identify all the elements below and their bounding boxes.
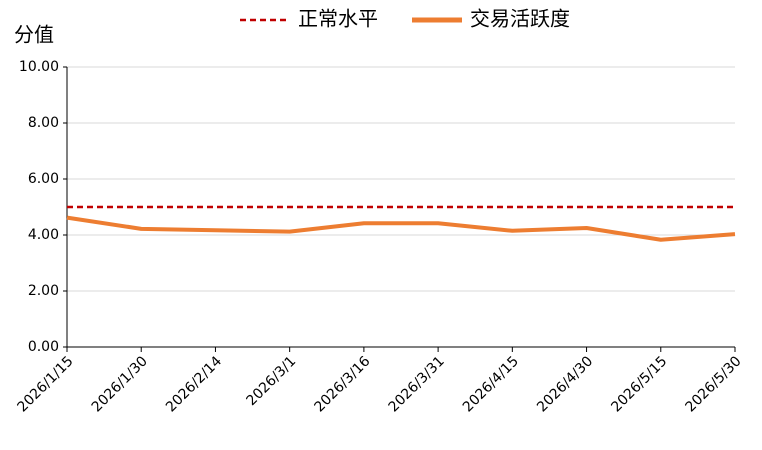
legend-label: 正常水平 <box>298 7 378 31</box>
x-tick-label: 2026/3/1 <box>244 353 300 409</box>
x-tick-label: 2026/3/16 <box>311 353 373 415</box>
x-tick-label: 2026/2/14 <box>163 353 225 415</box>
x-tick-label: 2026/1/15 <box>15 353 77 415</box>
x-tick-label: 2026/4/30 <box>534 353 596 415</box>
x-tick-label: 2026/5/30 <box>683 353 745 415</box>
y-tick-label: 10.00 <box>19 59 59 75</box>
y-axis-label: 分值 <box>14 23 54 47</box>
x-tick-label: 2026/4/15 <box>460 353 522 415</box>
x-tick-label: 2026/1/30 <box>89 353 151 415</box>
y-tick-label: 0.00 <box>28 339 59 355</box>
y-tick-label: 2.00 <box>28 283 59 299</box>
line-series <box>66 215 736 242</box>
y-tick-label: 8.00 <box>28 115 59 131</box>
y-tick-label: 4.00 <box>28 227 59 243</box>
x-tick-label: 2026/3/31 <box>386 353 448 415</box>
x-tick-label: 2026/5/15 <box>608 353 670 415</box>
y-tick-label: 6.00 <box>28 171 59 187</box>
legend-label: 交易活跃度 <box>470 7 570 31</box>
